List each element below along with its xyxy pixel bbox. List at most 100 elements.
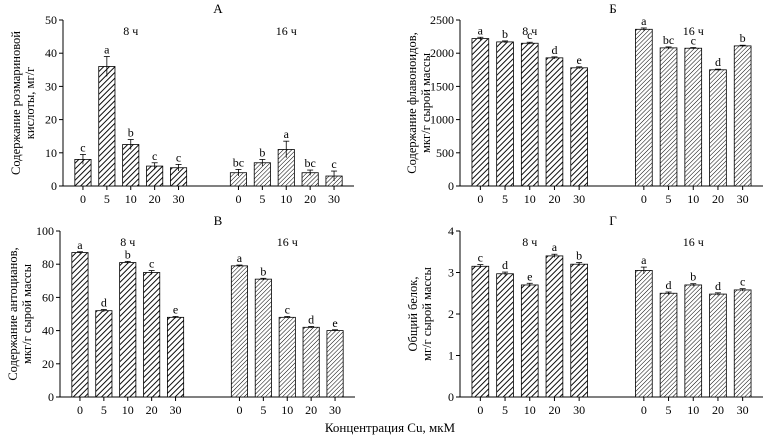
x-tick-label: 0 (235, 192, 241, 206)
y-axis-label: мкг/г сырой массы (20, 263, 34, 364)
x-tick-label: 10 (281, 403, 293, 417)
bar (496, 41, 514, 187)
panel-title: А (213, 1, 223, 16)
bar (709, 293, 727, 398)
x-tick-label: 20 (146, 403, 158, 417)
bar (733, 45, 752, 187)
bar (71, 252, 89, 398)
y-tick-label: 20 (45, 113, 57, 127)
bar (471, 38, 490, 187)
group-label: 8 ч (522, 235, 537, 249)
group-label: 16 ч (277, 235, 298, 249)
x-tick-label: 10 (122, 403, 134, 417)
significance-letter: d (101, 296, 107, 310)
group-label: 16 ч (683, 24, 704, 38)
bar (545, 57, 564, 187)
x-tick-label: 20 (305, 403, 317, 417)
significance-letter: b (576, 249, 582, 263)
y-tick-label: 3 (448, 266, 454, 280)
panel-A: 0 10 20 30 40 50 А Содержание розмариновой кисло… (9, 1, 354, 206)
y-tick-label: 500 (436, 146, 454, 160)
bar (684, 47, 703, 187)
x-tick-label: 5 (502, 192, 508, 206)
bar (98, 66, 116, 187)
significance-letter: bc (233, 155, 244, 169)
x-tick-label: 30 (173, 192, 185, 206)
significance-letter: c (285, 302, 290, 316)
bar (659, 47, 678, 187)
panel-D: 0 1 2 3 4 Г Общий белок, мг/г сырой массы 8 ч c 0 d… (406, 213, 763, 417)
y-tick-label: 20 (42, 357, 54, 371)
significance-letter: e (173, 302, 178, 316)
y-tick-label: 4 (448, 224, 454, 238)
y-tick-label: 1000 (430, 113, 454, 127)
x-tick-label: 0 (477, 192, 483, 206)
bar (471, 265, 490, 398)
y-tick-label: 40 (42, 324, 54, 338)
significance-letter: c (152, 149, 157, 163)
x-tick-label: 5 (260, 403, 266, 417)
bar (119, 262, 137, 398)
bar (635, 28, 653, 187)
significance-letter: a (237, 251, 243, 265)
x-tick-label: 10 (687, 192, 699, 206)
x-tick-label: 30 (328, 192, 340, 206)
group-label: 8 ч (120, 235, 135, 249)
x-tick-label: 5 (101, 403, 107, 417)
x-tick-label: 30 (573, 403, 585, 417)
y-tick-label: 0 (48, 390, 54, 404)
y-tick-label: 10 (45, 146, 57, 160)
significance-letter: d (502, 258, 508, 272)
y-axis-label: мкг/г сырой массы (419, 52, 433, 153)
bar (520, 42, 539, 187)
significance-letter: b (260, 264, 266, 278)
x-tick-label: 30 (170, 403, 182, 417)
bar (253, 162, 271, 187)
y-tick-label: 40 (45, 46, 57, 60)
x-tick-label: 20 (304, 192, 316, 206)
bar (122, 144, 140, 187)
bar (635, 270, 653, 398)
y-tick-label: 50 (45, 13, 57, 27)
y-axis-label: кислоты, мг/г (23, 67, 37, 139)
x-tick-label: 5 (666, 403, 672, 417)
x-tick-label: 20 (548, 192, 560, 206)
y-tick-label: 80 (42, 257, 54, 271)
bar (95, 310, 113, 398)
x-tick-label: 20 (149, 192, 161, 206)
y-tick-label: 0 (448, 179, 454, 193)
significance-letter: e (332, 316, 337, 330)
significance-letter: a (77, 238, 83, 252)
bar (167, 316, 185, 398)
bar (278, 316, 296, 398)
significance-letter: d (715, 55, 721, 69)
bar (326, 330, 344, 398)
significance-letter: d (666, 278, 672, 292)
significance-letter: b (125, 247, 131, 261)
significance-letter: c (740, 275, 745, 289)
significance-letter: a (641, 14, 647, 28)
group-label: 8 ч (123, 24, 138, 38)
significance-letter: bc (304, 156, 315, 170)
x-tick-label: 20 (548, 403, 560, 417)
y-axis-label: Содержание антоцианов, (6, 247, 20, 380)
y-axis-label: Общий белок, (406, 277, 420, 352)
significance-letter: c (691, 34, 696, 48)
y-tick-label: 0 (51, 179, 57, 193)
x-tick-label: 0 (477, 403, 483, 417)
bar (570, 263, 588, 398)
bar (545, 255, 564, 398)
bar (733, 289, 752, 398)
group-label: 8 ч (522, 24, 537, 38)
y-tick-label: 30 (45, 79, 57, 93)
x-tick-label: 10 (524, 403, 536, 417)
bar (496, 273, 514, 398)
y-axis-label: Содержание флавоноидов, (405, 32, 419, 174)
significance-letter: d (715, 279, 721, 293)
y-tick-label: 1 (448, 349, 454, 363)
significance-letter: e (576, 53, 581, 67)
x-tick-label: 10 (125, 192, 137, 206)
figure-xlabel: Концентрация Cu, мкМ (325, 420, 456, 435)
y-axis-label: Содержание розмариновой (9, 31, 23, 175)
